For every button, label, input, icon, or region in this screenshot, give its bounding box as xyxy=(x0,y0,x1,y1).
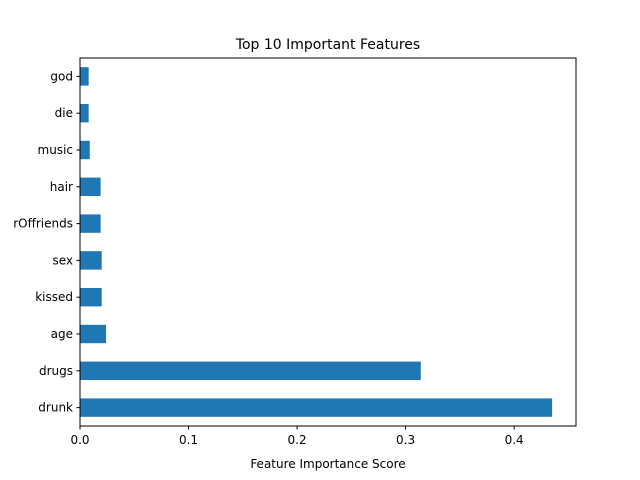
y-tick-label: hair xyxy=(50,180,73,194)
y-tick-label: music xyxy=(38,143,73,157)
axes-frame xyxy=(79,57,577,427)
bar-age xyxy=(80,324,107,344)
x-tick-label: 0.0 xyxy=(70,433,89,447)
bar-die xyxy=(80,104,89,123)
x-axis-label: Feature Importance Score xyxy=(250,457,405,471)
bar-kissed xyxy=(80,288,102,307)
y-tick-label: rOffriends xyxy=(13,217,73,231)
bar-god xyxy=(80,67,89,86)
y-axis: drunk drugs age kissed sex rOffriends hair musi… xyxy=(13,69,80,415)
plot-area xyxy=(79,57,577,427)
bar-rOffriends xyxy=(80,214,101,233)
bar-hair xyxy=(80,177,101,196)
x-tick-label: 0.3 xyxy=(396,433,415,447)
x-tick-label: 0.2 xyxy=(288,433,307,447)
bar-drunk xyxy=(80,398,553,417)
y-tick-label: age xyxy=(51,327,73,341)
y-tick-label: die xyxy=(55,106,73,120)
x-axis: 0.0 0.1 0.2 0.3 0.4 xyxy=(70,426,524,447)
bar-music xyxy=(80,140,90,160)
y-tick-label: drunk xyxy=(38,401,73,415)
y-tick-label: drugs xyxy=(39,364,73,378)
x-tick-label: 0.1 xyxy=(179,433,198,447)
bar-sex xyxy=(80,251,102,270)
chart-title: Top 10 Important Features xyxy=(235,37,420,53)
bar-drugs xyxy=(80,361,421,380)
x-tick-label: 0.4 xyxy=(505,433,524,447)
y-tick-label: sex xyxy=(52,253,73,267)
y-tick-label: kissed xyxy=(35,290,73,304)
y-tick-label: god xyxy=(50,69,73,83)
